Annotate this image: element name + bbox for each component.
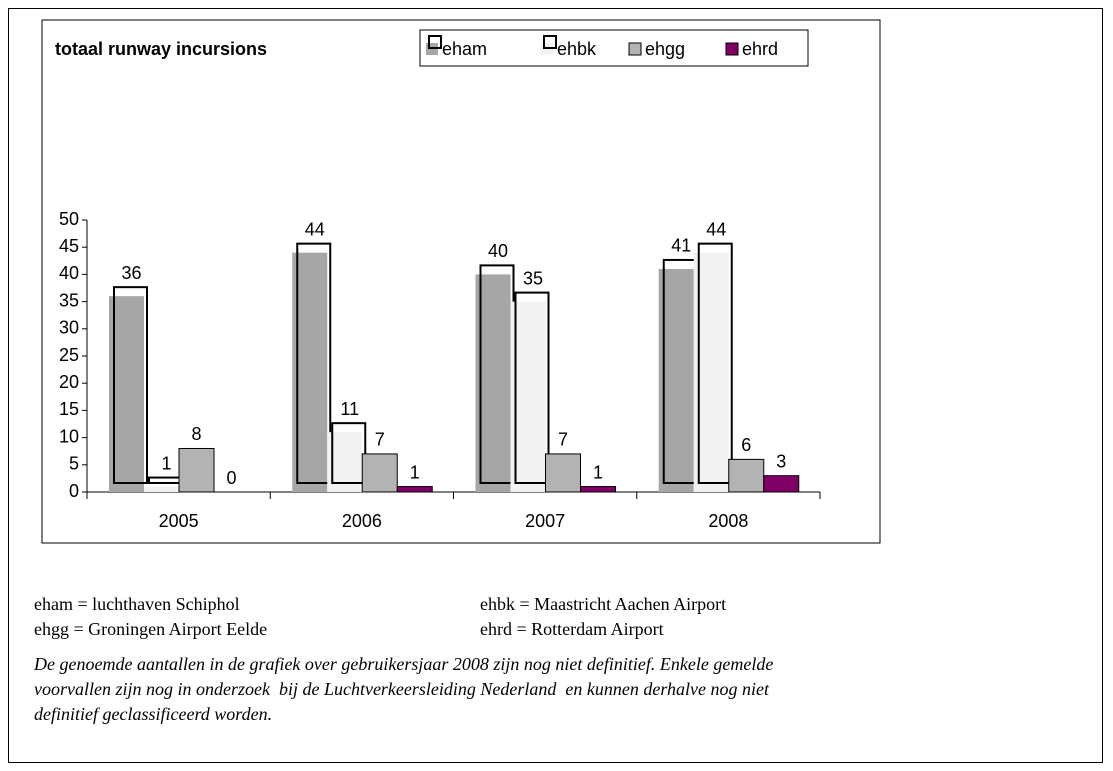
legend-box	[419, 29, 809, 67]
y-tick-label: 15	[59, 399, 79, 419]
data-label: 40	[488, 241, 508, 261]
data-label: 6	[741, 435, 751, 455]
footnote-line: De genoemde aantallen in de grafiek over…	[34, 654, 774, 674]
data-label: 44	[305, 219, 325, 239]
y-tick-label: 40	[59, 263, 79, 283]
page-frame	[8, 8, 1103, 763]
footnote-line: definitief geclassificeerd worden.	[34, 704, 273, 724]
bar-outline	[331, 422, 367, 485]
legend-swatch-outline	[543, 35, 557, 49]
y-tick-label: 45	[59, 236, 79, 256]
y-tick-label: 35	[59, 290, 79, 310]
data-label: 11	[340, 399, 359, 419]
bar	[580, 486, 616, 493]
legend-swatch-outline	[428, 35, 442, 49]
data-label: 7	[558, 430, 568, 450]
data-label: 44	[706, 219, 726, 239]
data-label: 8	[191, 424, 201, 444]
legend-swatch	[725, 42, 739, 56]
data-label: 1	[410, 462, 420, 482]
bar-outline	[697, 242, 733, 484]
note: ehrd = Rotterdam Airport	[480, 619, 664, 639]
x-tick-label: 2006	[342, 511, 382, 531]
bar-outline	[514, 291, 550, 484]
note: ehgg = Groningen Airport Eelde	[34, 619, 268, 639]
bar	[361, 453, 398, 493]
y-tick-label: 50	[59, 209, 79, 229]
y-tick-label: 5	[69, 454, 79, 474]
x-tick-label: 2007	[525, 511, 565, 531]
x-tick-label: 2005	[159, 511, 199, 531]
y-tick-label: 20	[59, 372, 79, 392]
data-label: 41	[671, 236, 691, 256]
chart-title: totaal runway incursions	[55, 39, 267, 59]
data-label: 0	[226, 468, 236, 488]
bar	[763, 475, 800, 493]
bar	[728, 458, 765, 493]
data-label: 7	[375, 430, 385, 450]
bar-outline	[148, 476, 183, 484]
chart-border	[41, 19, 881, 544]
legend-label: ehbk	[557, 39, 597, 59]
y-tick-label: 25	[59, 345, 79, 365]
bar	[178, 447, 215, 493]
data-label: 36	[121, 263, 141, 283]
data-label: 1	[593, 462, 603, 482]
y-tick-label: 0	[69, 481, 79, 501]
footnote-line: voorvallen zijn nog in onderzoek bij de …	[34, 679, 770, 699]
note: eham = luchthaven Schiphol	[34, 594, 240, 614]
data-label: 1	[161, 453, 171, 473]
note: ehbk = Maastricht Aachen Airport	[480, 594, 727, 614]
bar-outline	[296, 242, 332, 484]
data-label: 35	[523, 268, 543, 288]
y-tick-label: 10	[59, 426, 79, 446]
x-tick-label: 2008	[708, 511, 748, 531]
legend-label: ehrd	[742, 39, 778, 59]
bar-outline	[113, 286, 148, 484]
legend-swatch	[628, 42, 642, 56]
bar	[144, 486, 179, 492]
legend-label: eham	[442, 39, 487, 59]
data-label: 3	[776, 451, 786, 471]
bar	[545, 453, 581, 493]
y-tick-label: 30	[59, 318, 79, 338]
legend-label: ehgg	[645, 39, 685, 59]
bar	[396, 486, 433, 493]
